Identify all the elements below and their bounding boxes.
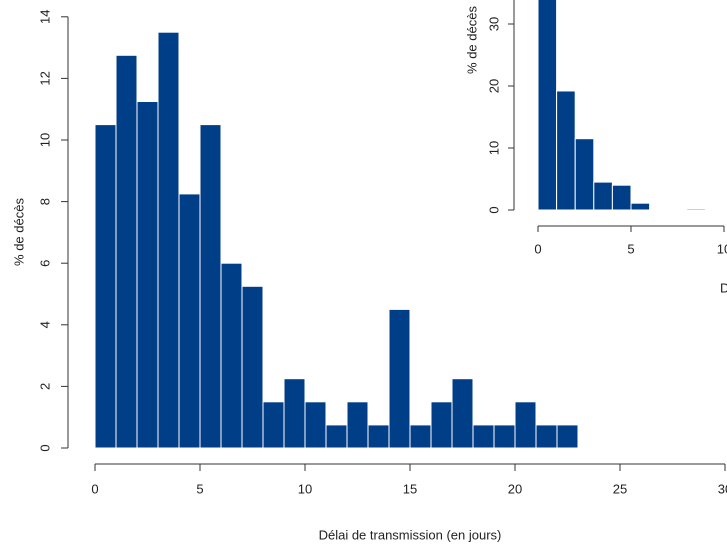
x-axis-title: Délai de transmission (en jours) [319, 527, 502, 542]
bar [472, 424, 495, 449]
bar [178, 193, 201, 449]
x-tick-label: 30 [718, 481, 727, 496]
bar [535, 424, 558, 449]
x-tick-label: 15 [403, 481, 417, 496]
y-tick-label: 20 [486, 79, 501, 93]
y-tick-label: 12 [37, 71, 52, 85]
y-tick-label: 0 [486, 206, 501, 213]
bar [115, 54, 138, 449]
x-tick-label: 5 [627, 241, 634, 256]
bar [630, 202, 651, 211]
x-axis-title: Délai de transmission (en jours) [720, 280, 727, 295]
bar [409, 424, 432, 449]
bar [593, 181, 613, 211]
y-axis-title: % de décès [11, 198, 26, 266]
bar [574, 138, 595, 211]
x-tick-label: 0 [91, 481, 98, 496]
bar [388, 308, 411, 449]
bar [611, 184, 632, 211]
bar [430, 401, 453, 449]
x-tick-label: 5 [196, 481, 203, 496]
y-tick-label: 14 [37, 10, 52, 24]
bar [346, 401, 369, 449]
x-tick-label: 0 [534, 241, 541, 256]
bar [514, 401, 537, 449]
bar [686, 208, 706, 211]
x-tick-label: 25 [613, 481, 627, 496]
y-tick-label: 10 [37, 133, 52, 147]
bar [304, 401, 327, 449]
inset-chart: 0 5 10 0 10 20 30 % de décès Délai de transmissi… [464, 0, 727, 295]
y-tick-label: 0 [37, 444, 52, 451]
bar [94, 124, 117, 449]
bar [451, 378, 474, 449]
y-tick-label: 4 [37, 321, 52, 328]
y-tick-label: 6 [37, 260, 52, 267]
bar [325, 424, 348, 449]
bar [283, 378, 306, 449]
y-tick-label: 10 [486, 141, 501, 155]
bar [136, 101, 159, 449]
bar [556, 424, 579, 449]
bar [367, 424, 390, 449]
bar [241, 285, 264, 449]
bar [157, 31, 180, 449]
x-tick-label: 20 [508, 481, 522, 496]
y-tick-label: 2 [37, 383, 52, 390]
bar [220, 262, 243, 449]
bar [537, 0, 558, 211]
y-tick-label: 30 [486, 17, 501, 31]
x-tick-label: 10 [717, 241, 727, 256]
bar [199, 124, 222, 449]
bar [262, 401, 285, 449]
bar [556, 90, 576, 211]
bar [493, 424, 516, 449]
main-chart: 0 5 10 15 20 25 30 0 2 4 6 8 10 12 14 % de décès Délai d… [11, 10, 727, 543]
y-tick-label: 8 [37, 198, 52, 205]
y-axis-title: % de décès [464, 6, 479, 74]
x-tick-label: 10 [298, 481, 312, 496]
